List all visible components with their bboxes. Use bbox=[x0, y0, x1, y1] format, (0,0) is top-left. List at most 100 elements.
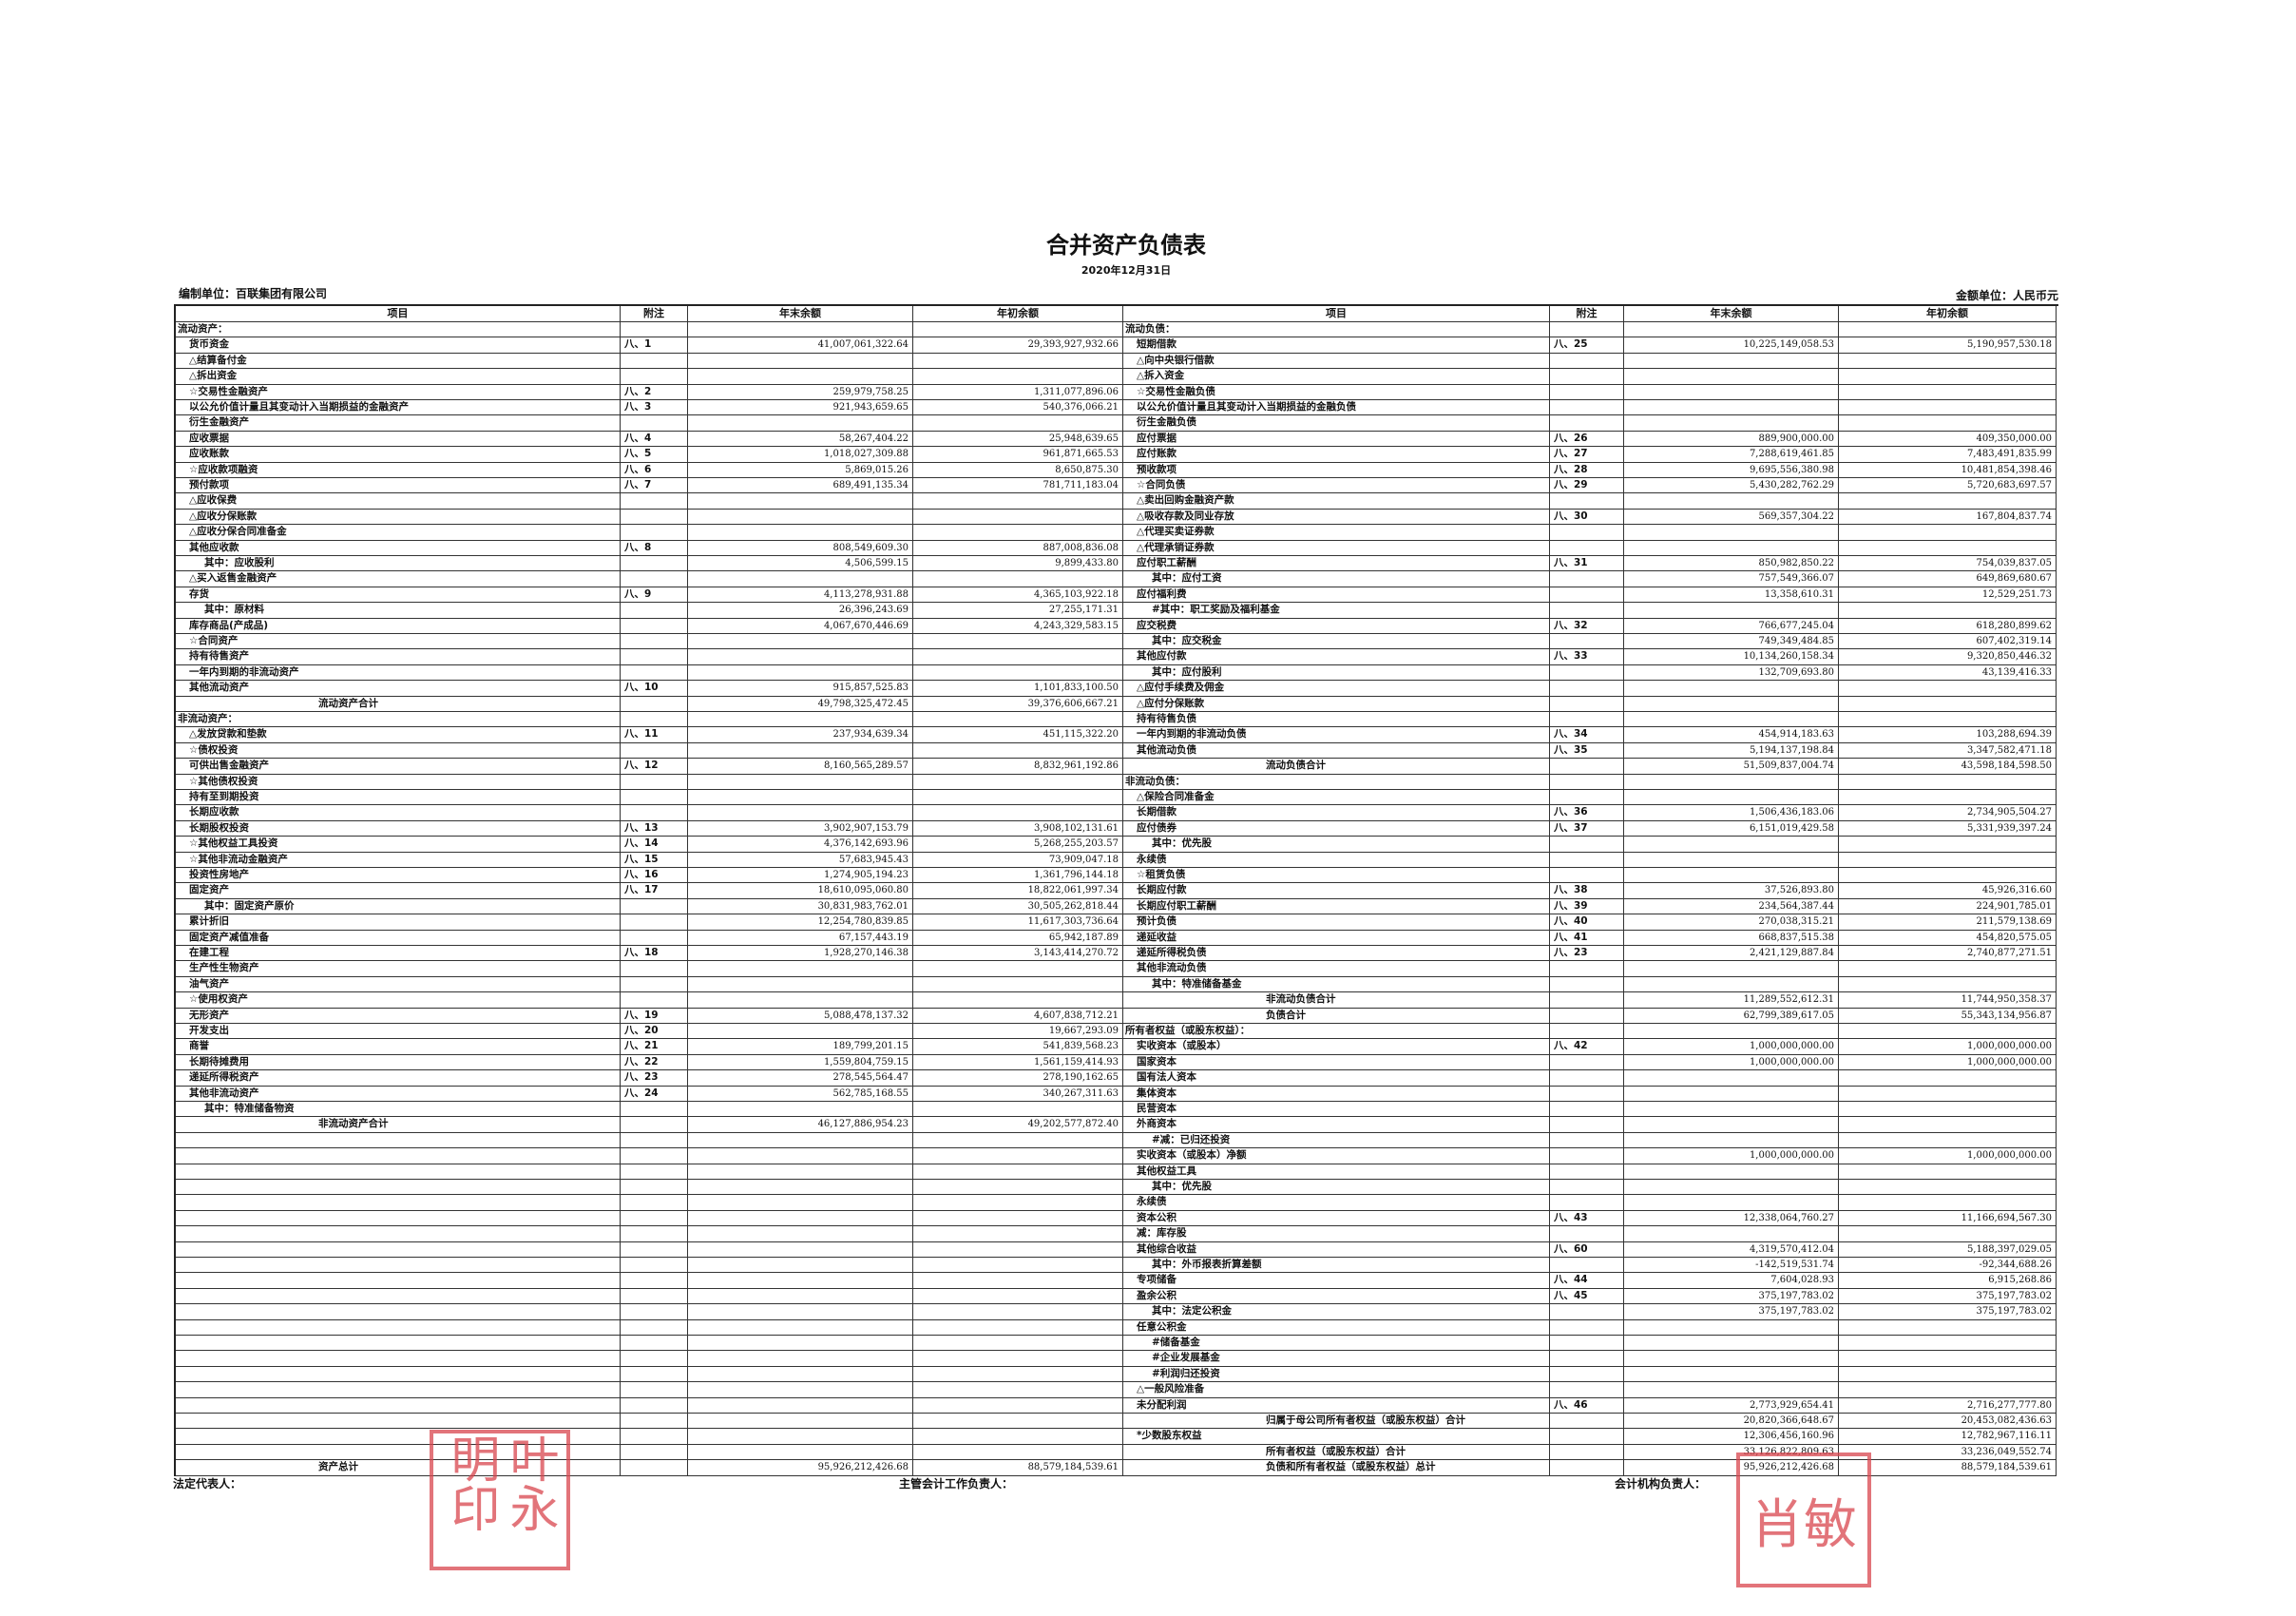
amount-cell bbox=[1624, 852, 1839, 868]
amount-cell: 618,280,899.62 bbox=[1839, 618, 2057, 634]
amount-cell bbox=[913, 1429, 1123, 1445]
amount-cell bbox=[1624, 868, 1839, 884]
amount-cell: 73,909,047.18 bbox=[913, 852, 1123, 868]
note-cell bbox=[1550, 1460, 1624, 1476]
amount-cell: 8,832,961,192.86 bbox=[913, 759, 1123, 775]
amount-cell bbox=[688, 1414, 913, 1430]
note-cell: 八、1 bbox=[621, 337, 688, 354]
amount-cell: 234,564,387.44 bbox=[1624, 898, 1839, 915]
item-cell: 可供出售金融资产 bbox=[176, 759, 621, 775]
amount-cell: 2,773,929,654.41 bbox=[1624, 1397, 1839, 1414]
amount-cell: 132,709,693.80 bbox=[1624, 664, 1839, 682]
amount-cell bbox=[688, 1164, 913, 1180]
amount-cell: 5,194,137,198.84 bbox=[1624, 742, 1839, 760]
note-cell: 八、14 bbox=[621, 837, 688, 853]
amount-cell: 1,000,000,000.00 bbox=[1624, 1054, 1839, 1071]
note-cell: 八、25 bbox=[1550, 337, 1624, 354]
item-cell bbox=[176, 1226, 621, 1242]
amount-cell: 12,306,456,160.96 bbox=[1624, 1429, 1839, 1445]
note-cell bbox=[1550, 1008, 1624, 1024]
amount-cell bbox=[688, 790, 913, 806]
note-cell bbox=[1550, 493, 1624, 510]
item-cell bbox=[176, 1148, 621, 1164]
amount-cell: 541,839,568.23 bbox=[913, 1039, 1123, 1055]
amount-cell: 11,617,303,736.64 bbox=[913, 914, 1123, 931]
note-cell bbox=[1550, 1351, 1624, 1367]
note-cell bbox=[1550, 664, 1624, 682]
amount-cell bbox=[1624, 1132, 1839, 1149]
item-cell: 投资性房地产 bbox=[176, 868, 621, 884]
amount-cell bbox=[913, 1164, 1123, 1180]
amount-cell: 1,000,000,000.00 bbox=[1839, 1054, 2057, 1071]
amount-cell: 33,126,822,809.63 bbox=[1624, 1444, 1839, 1461]
amount-cell: 278,190,162.65 bbox=[913, 1070, 1123, 1087]
note-cell bbox=[621, 509, 688, 526]
note-cell: 八、46 bbox=[1550, 1397, 1624, 1414]
column-header: 年初余额 bbox=[1839, 306, 2057, 322]
amount-cell bbox=[1839, 1102, 2057, 1118]
note-cell: 八、20 bbox=[621, 1024, 688, 1040]
item-cell: ☆其他非流动金融资产 bbox=[176, 852, 621, 868]
note-cell bbox=[621, 1102, 688, 1118]
amount-cell: 375,197,783.02 bbox=[1839, 1288, 2057, 1305]
note-cell bbox=[1550, 603, 1624, 619]
item-cell: 应收票据 bbox=[176, 431, 621, 448]
amount-cell: 20,453,082,436.63 bbox=[1839, 1414, 2057, 1430]
amount-cell: 103,288,694.39 bbox=[1839, 727, 2057, 743]
amount-cell bbox=[913, 1414, 1123, 1430]
item-cell: △应收分保账款 bbox=[176, 509, 621, 526]
note-cell bbox=[621, 556, 688, 572]
item-cell: 应付福利费 bbox=[1123, 587, 1550, 604]
note-cell: 八、39 bbox=[1550, 898, 1624, 915]
item-cell: 流动资产合计 bbox=[176, 696, 621, 712]
note-cell bbox=[1550, 1258, 1624, 1274]
item-cell: ☆应收款项融资 bbox=[176, 462, 621, 478]
amount-cell bbox=[1839, 681, 2057, 697]
item-cell bbox=[176, 1210, 621, 1227]
column-header: 年初余额 bbox=[913, 306, 1123, 322]
item-cell: 流动负债合计 bbox=[1123, 759, 1550, 775]
item-cell bbox=[176, 1164, 621, 1180]
item-cell: ☆合同资产 bbox=[176, 634, 621, 650]
amount-cell: 65,942,187.89 bbox=[913, 930, 1123, 946]
amount-cell: 29,393,927,932.66 bbox=[913, 337, 1123, 354]
amount-cell bbox=[913, 992, 1123, 1009]
item-cell: #储备基金 bbox=[1123, 1336, 1550, 1352]
amount-cell bbox=[913, 1226, 1123, 1242]
note-cell: 八、32 bbox=[1550, 618, 1624, 634]
item-cell bbox=[176, 1195, 621, 1211]
amount-cell: 12,782,967,116.11 bbox=[1839, 1429, 2057, 1445]
amount-cell: 12,254,780,839.85 bbox=[688, 914, 913, 931]
item-cell bbox=[176, 1288, 621, 1305]
amount-cell: 11,744,950,358.37 bbox=[1839, 992, 2057, 1009]
amount-cell: 451,115,322.20 bbox=[913, 727, 1123, 743]
item-cell: #利润归还投资 bbox=[1123, 1366, 1550, 1383]
item-cell: 开发支出 bbox=[176, 1024, 621, 1040]
amount-cell: 167,804,837.74 bbox=[1839, 509, 2057, 526]
item-cell: 其他非流动资产 bbox=[176, 1086, 621, 1102]
amount-cell bbox=[1624, 1319, 1839, 1336]
item-cell: 其他应收款 bbox=[176, 540, 621, 556]
item-cell: 商誉 bbox=[176, 1039, 621, 1055]
item-cell: △应付手续费及佣金 bbox=[1123, 681, 1550, 697]
note-cell bbox=[1550, 1382, 1624, 1398]
note-cell bbox=[621, 369, 688, 385]
note-cell bbox=[1550, 868, 1624, 884]
amount-cell bbox=[688, 1273, 913, 1289]
column-header: 年末余额 bbox=[688, 306, 913, 322]
amount-cell: 9,320,850,446.32 bbox=[1839, 649, 2057, 665]
amount-cell bbox=[688, 1382, 913, 1398]
item-cell: 应收账款 bbox=[176, 447, 621, 463]
amount-cell: 1,101,833,100.50 bbox=[913, 681, 1123, 697]
amount-cell: 4,506,599.15 bbox=[688, 556, 913, 572]
item-cell: 长期股权投资 bbox=[176, 820, 621, 837]
item-cell bbox=[176, 1180, 621, 1196]
amount-cell: 9,695,556,380.98 bbox=[1624, 462, 1839, 478]
note-cell: 八、60 bbox=[1550, 1241, 1624, 1258]
item-cell: △结算备付金 bbox=[176, 353, 621, 370]
note-cell bbox=[621, 930, 688, 946]
amount-cell bbox=[1839, 1117, 2057, 1133]
note-cell bbox=[621, 1444, 688, 1461]
note-cell bbox=[1550, 1024, 1624, 1040]
amount-cell bbox=[688, 976, 913, 993]
